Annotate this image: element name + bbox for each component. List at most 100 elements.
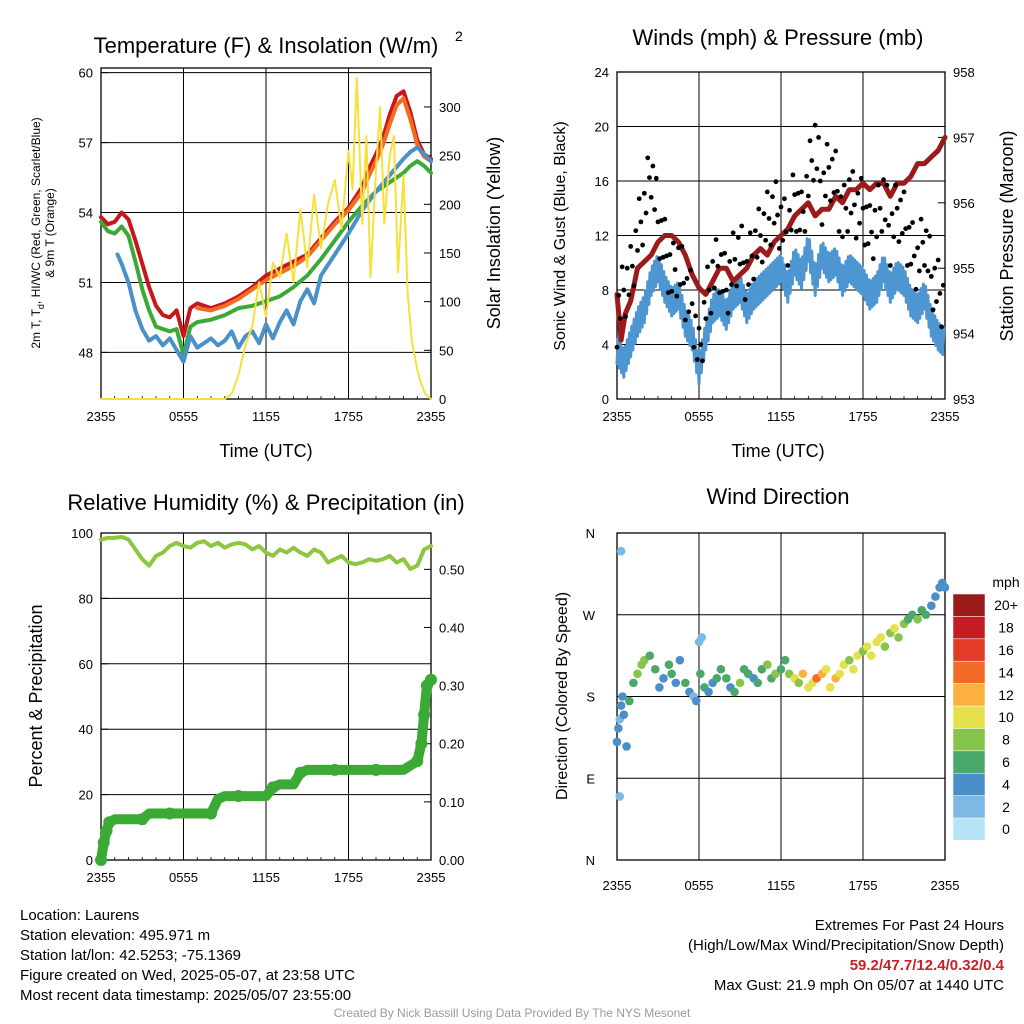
gust-point	[812, 122, 818, 128]
gust-point	[918, 216, 924, 222]
wind-y-tick-label: 16	[595, 174, 609, 189]
gust-point	[840, 234, 845, 240]
gust-point	[913, 286, 919, 292]
gust-point	[934, 299, 939, 304]
gust-point	[729, 282, 734, 287]
temp-x-tick-label: 2355	[417, 409, 446, 424]
dir-y-tick-label: E	[586, 771, 595, 786]
wind-x-tick-label: 2355	[603, 409, 632, 424]
dir-chart-title: Wind Direction	[706, 484, 849, 509]
gust-point	[886, 222, 892, 228]
direction-point	[880, 642, 890, 651]
direction-point	[825, 683, 835, 692]
dewpoint-line	[99, 159, 433, 357]
gust-point	[898, 197, 903, 203]
temp-y-tick-label: 57	[79, 136, 93, 151]
colorbar-label: 2	[1002, 799, 1010, 815]
wind-y-tick-label: 0	[602, 392, 609, 407]
gust-point	[848, 210, 854, 216]
wind-right-y-tick-label: 955	[953, 261, 975, 276]
direction-point	[619, 710, 629, 719]
colorbar-label: 16	[998, 642, 1014, 658]
gust-point	[857, 220, 862, 226]
gust-point	[621, 287, 627, 293]
gust-point	[771, 220, 777, 226]
gust-point	[662, 216, 668, 222]
gust-point	[915, 245, 921, 251]
gust-point	[696, 325, 702, 331]
windchill-line	[115, 145, 433, 364]
wind-right-y-tick-label: 958	[953, 65, 975, 80]
gust-point	[763, 237, 769, 243]
gust-point	[640, 242, 646, 248]
gust-point	[937, 291, 943, 296]
gust-point	[867, 203, 873, 208]
direction-point	[614, 723, 623, 733]
temp-right-y-tick-label: 200	[439, 197, 461, 212]
rh-right-y-tick-label: 0.20	[439, 737, 464, 752]
gust-point	[874, 234, 880, 240]
gust-point	[887, 263, 893, 268]
gust-point	[870, 256, 876, 262]
gust-point	[780, 237, 786, 243]
credit-text: Created By Nick Bassill Using Data Provi…	[333, 1006, 691, 1020]
gust-point	[845, 229, 851, 234]
direction-point	[722, 674, 731, 683]
direction-point	[835, 669, 845, 679]
gust-point	[879, 229, 885, 234]
direction-point	[735, 678, 745, 688]
dir-plot-frame	[616, 532, 946, 861]
gust-point	[804, 173, 810, 179]
gust-point	[631, 283, 637, 289]
gust-point	[681, 280, 687, 286]
gust-point	[616, 293, 622, 298]
gust-point	[910, 220, 915, 225]
dir-x-tick-label: 2355	[603, 878, 632, 893]
recent-data-text: Most recent data timestamp: 2025/05/07 2…	[20, 987, 352, 1004]
station-info: Location: Laurens Station elevation: 495…	[20, 906, 355, 1006]
gust-point	[754, 254, 760, 260]
direction-point	[940, 583, 950, 592]
gust-point	[911, 253, 917, 259]
gust-point	[802, 229, 808, 234]
colorbar-label: 12	[998, 687, 1014, 703]
direction-point	[866, 651, 876, 660]
dir-x-tick-label: 2355	[931, 878, 960, 893]
gust-point	[927, 233, 933, 239]
gust-point	[834, 188, 840, 194]
rh-x-tick-label: 2355	[87, 870, 116, 885]
temp-y-tick-label: 54	[79, 206, 93, 221]
gust-point	[650, 163, 656, 169]
gust-point	[739, 223, 745, 229]
gust-point	[694, 357, 700, 362]
colorbar-label: 8	[1002, 732, 1010, 748]
gust-point	[841, 182, 847, 188]
gust-point	[850, 169, 856, 174]
gust-point	[817, 178, 823, 184]
gust-point	[940, 282, 946, 288]
colorbar-title: mph	[992, 574, 1019, 590]
rh-y-tick-label: 100	[71, 526, 93, 541]
gust-point	[747, 230, 753, 236]
gust-point	[725, 310, 731, 316]
gust-point	[843, 205, 849, 211]
gust-point	[670, 240, 676, 246]
gust-point	[730, 230, 736, 236]
temp-x-tick-label: 1755	[334, 409, 363, 424]
gust-point	[758, 233, 763, 238]
gust-point	[884, 182, 890, 188]
colorbar-swatch	[952, 683, 986, 707]
created-text: Figure created on Wed, 2025-05-07, at 23…	[20, 967, 355, 984]
gust-point	[722, 250, 728, 256]
gust-point	[628, 244, 634, 249]
gust-point	[787, 207, 792, 213]
gust-point	[652, 207, 657, 213]
direction-point	[612, 737, 622, 747]
temp-y-axis-label-line2: & 9m T (Orange)	[43, 188, 57, 278]
gust-point	[807, 138, 813, 144]
colorbar-label: 14	[998, 664, 1014, 680]
colorbar-swatch	[952, 728, 986, 752]
gust-point	[853, 235, 859, 241]
gust-point	[901, 189, 907, 195]
